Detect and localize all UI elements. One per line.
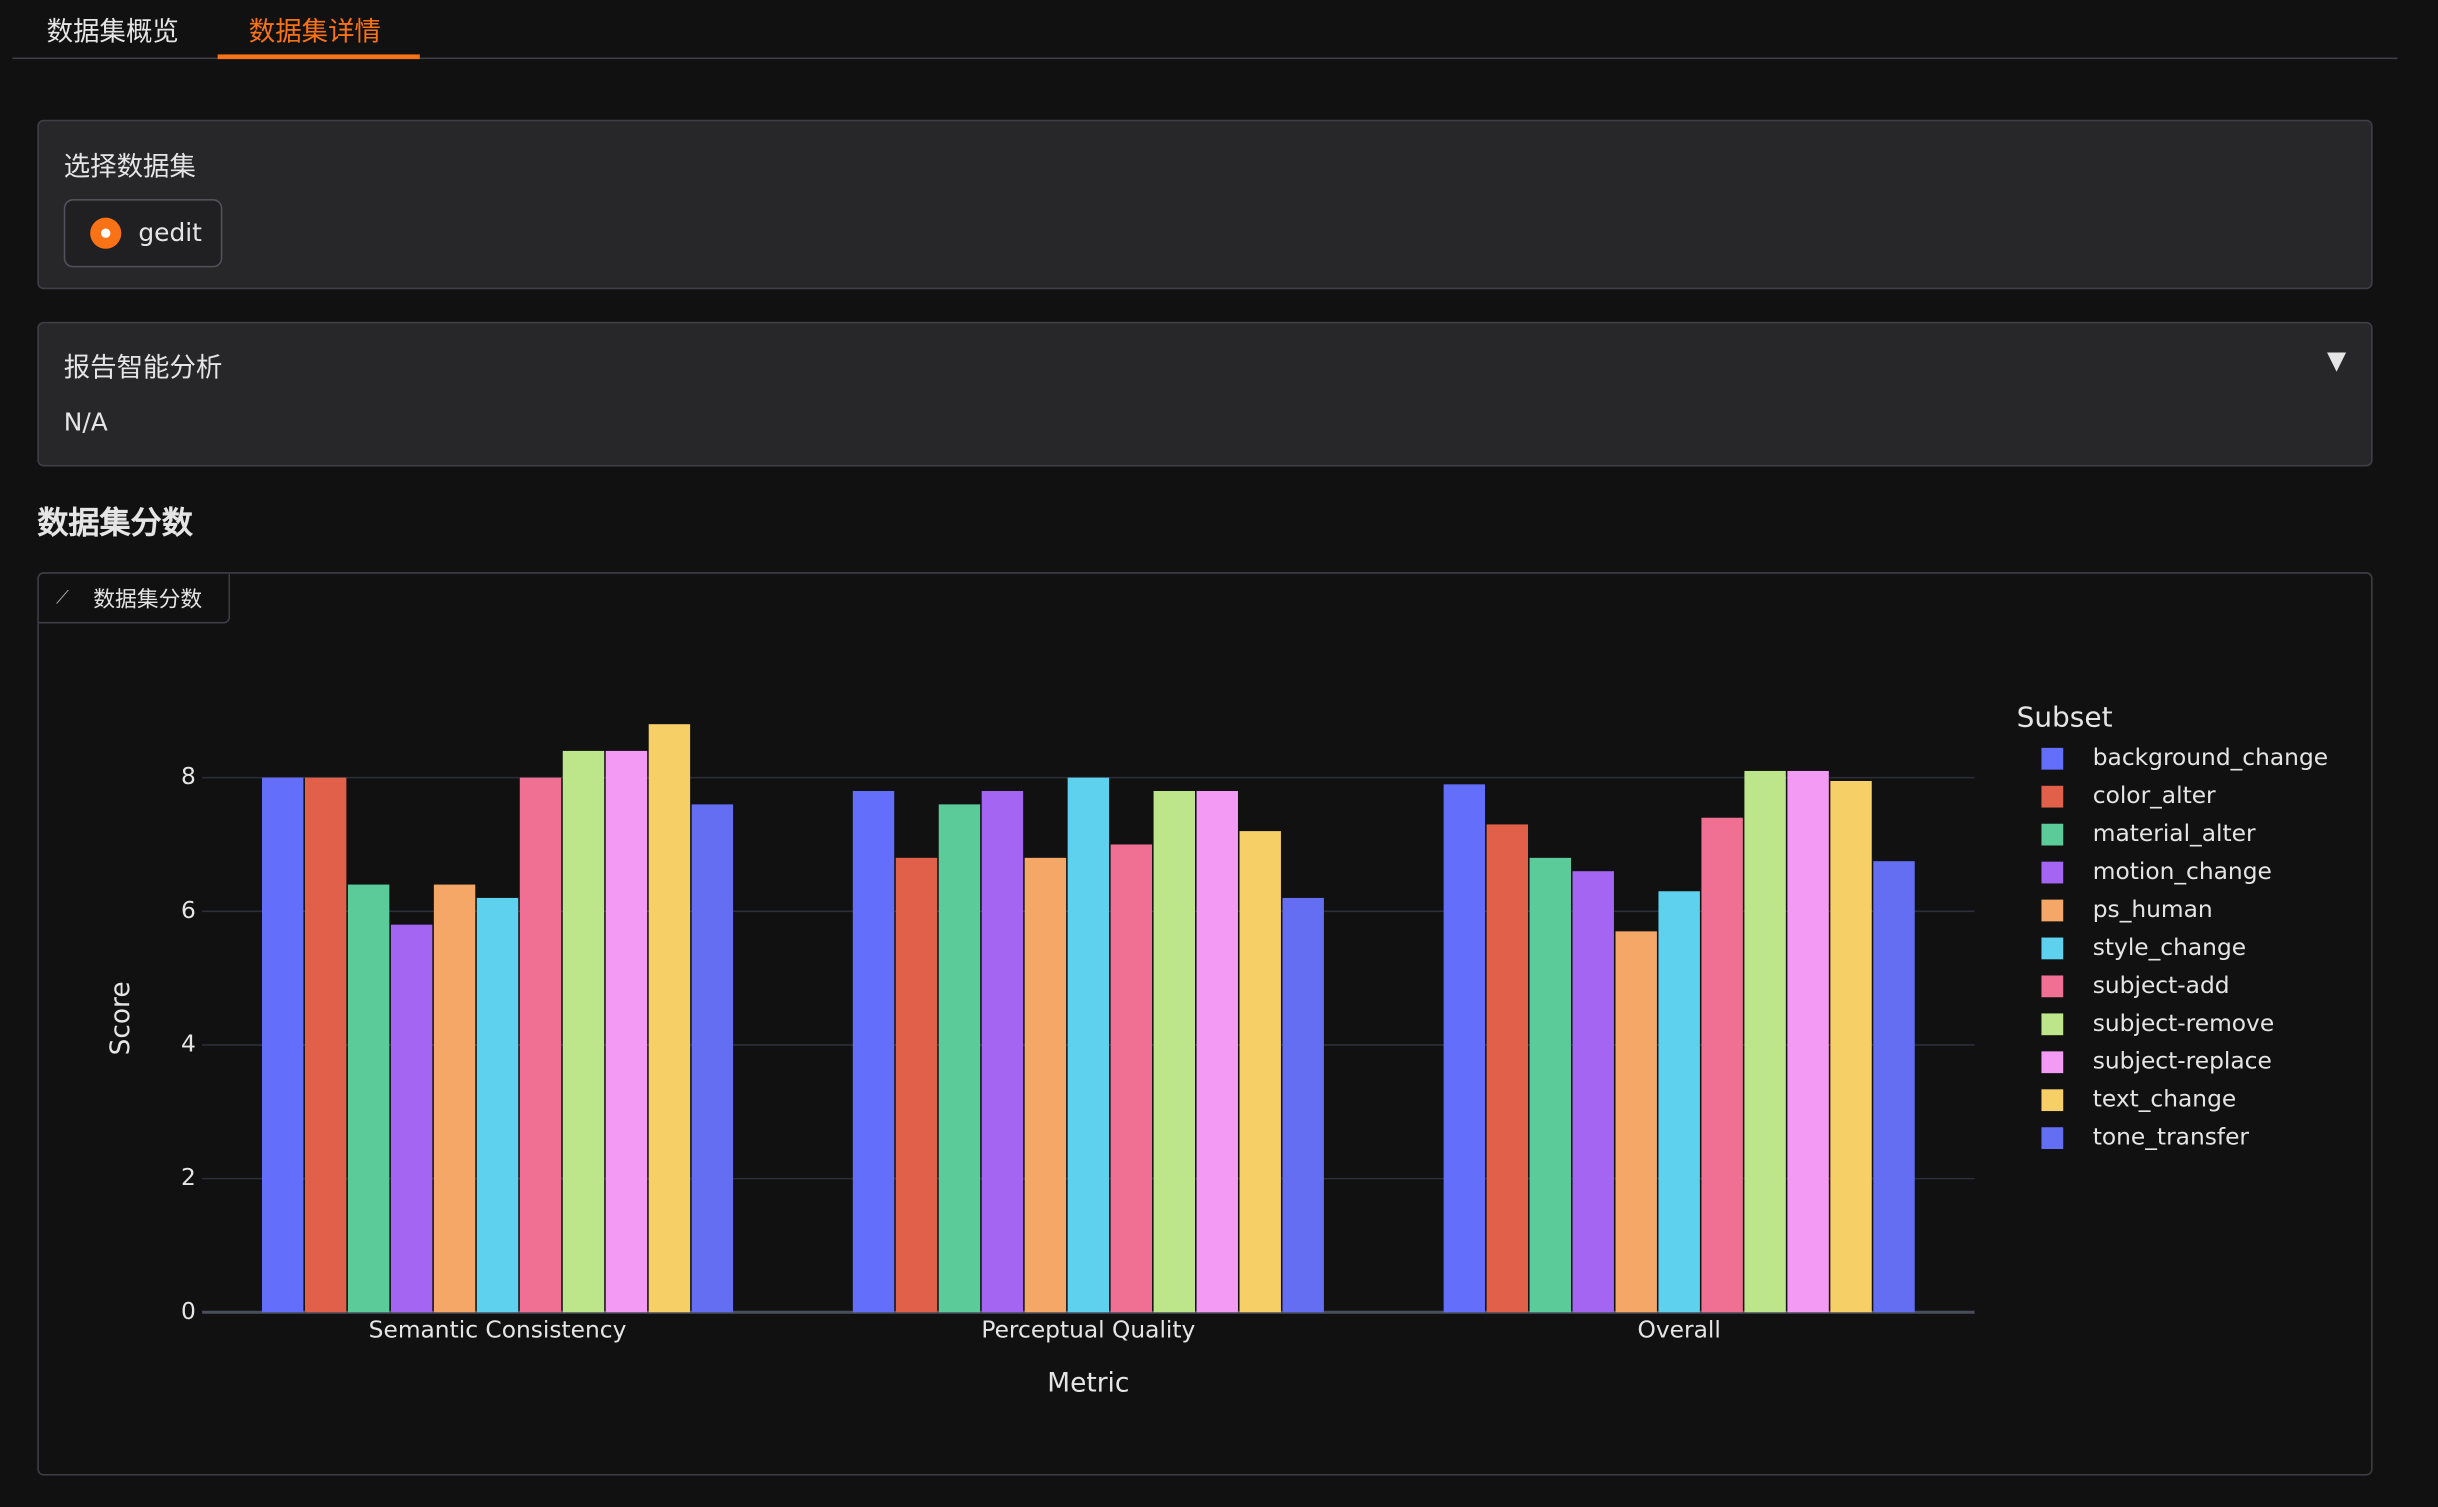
x-tick-label: Perceptual Quality	[981, 1316, 1195, 1343]
bar	[390, 924, 433, 1313]
radio-option[interactable]: gedit	[63, 199, 223, 268]
y-tick-label: 4	[181, 1030, 196, 1057]
bar	[981, 791, 1024, 1313]
x-tick-label: Semantic Consistency	[369, 1316, 627, 1343]
bar	[895, 857, 938, 1313]
tab-divider	[12, 57, 2398, 60]
radio-label[interactable]: gedit	[138, 217, 202, 248]
bar	[1701, 817, 1743, 1313]
legend-swatch	[2041, 937, 2064, 960]
y-axis-title: Score	[105, 981, 136, 1055]
bar	[1486, 824, 1529, 1313]
bar	[1873, 861, 1915, 1313]
bar	[1282, 897, 1324, 1313]
bar	[562, 750, 605, 1313]
tab-indicator	[217, 54, 420, 60]
tab[interactable]: 数据集概览	[46, 17, 179, 49]
bar	[648, 724, 691, 1313]
legend-label: subject-add	[2093, 972, 2230, 999]
legend-swatch	[2041, 785, 2064, 808]
bar	[1443, 784, 1486, 1313]
report-content: N/A	[63, 407, 108, 437]
legend-swatch	[2041, 1051, 2064, 1074]
radio-dot	[101, 228, 111, 238]
chart-icon: ⟋	[55, 586, 70, 608]
bar	[938, 804, 981, 1313]
chart-panel: ⟋ 数据集分数	[37, 572, 2373, 1476]
bar	[1110, 844, 1153, 1313]
y-tick-label: 0	[181, 1298, 196, 1325]
legend-label: motion_change	[2093, 858, 2272, 885]
bar	[476, 897, 519, 1313]
bar	[433, 884, 476, 1313]
bar	[1658, 891, 1700, 1313]
bar	[691, 804, 734, 1313]
legend-label: material_alter	[2093, 820, 2256, 847]
bar	[1153, 791, 1196, 1313]
accordion-title[interactable]: 报告智能分析	[63, 352, 223, 385]
x-tick-label: Overall	[1638, 1316, 1721, 1343]
legend-swatch	[2041, 861, 2064, 884]
y-tick-label: 6	[181, 897, 196, 924]
legend-swatch	[2041, 975, 2064, 998]
x-axis-title: Metric	[1047, 1367, 1129, 1398]
bar	[347, 884, 390, 1313]
y-tick-label: 2	[181, 1164, 196, 1191]
legend-swatch	[2041, 899, 2064, 922]
accordion-toggle[interactable]: ▼	[2327, 345, 2347, 375]
legend-label: background_change	[2093, 744, 2328, 771]
legend-swatch	[2041, 823, 2064, 846]
bar	[1196, 791, 1238, 1313]
bar	[1529, 857, 1571, 1313]
radio-button[interactable]	[90, 217, 122, 249]
bar	[1787, 770, 1829, 1313]
chart-label: 数据集分数	[93, 587, 203, 613]
bar	[1744, 770, 1786, 1313]
bar	[1572, 871, 1614, 1313]
bar	[1024, 857, 1067, 1313]
legend-label: subject-remove	[2093, 1010, 2274, 1037]
section-title: 数据集分数	[37, 503, 193, 542]
bar	[519, 777, 562, 1313]
legend-label: subject-replace	[2093, 1048, 2272, 1075]
bar	[304, 777, 347, 1313]
legend-swatch	[2041, 747, 2064, 770]
legend-label: style_change	[2093, 934, 2246, 961]
legend-label: text_change	[2093, 1086, 2236, 1113]
report-panel: 报告智能分析 ▼ N/A	[37, 321, 2373, 467]
legend-label: color_alter	[2093, 782, 2216, 809]
panel-label: 选择数据集	[63, 152, 196, 184]
bar	[1615, 931, 1657, 1313]
legend-label: ps_human	[2093, 896, 2213, 923]
bar	[852, 791, 895, 1313]
y-tick-label: 8	[181, 763, 196, 790]
legend-title: Subset	[2017, 700, 2113, 733]
legend-swatch	[2041, 1013, 2064, 1036]
dataset-panel: 选择数据集 gedit	[37, 119, 2373, 290]
legend-swatch	[2041, 1127, 2064, 1149]
bar	[605, 750, 648, 1313]
legend-swatch	[2041, 1089, 2064, 1112]
bar	[1830, 780, 1872, 1313]
chart-label-box: ⟋ 数据集分数	[38, 573, 231, 624]
legend-label: tone_transfer	[2093, 1124, 2250, 1151]
tab-active[interactable]: 数据集详情	[248, 17, 381, 49]
bar	[1067, 777, 1110, 1313]
bar	[261, 777, 304, 1313]
bar	[1239, 831, 1281, 1313]
